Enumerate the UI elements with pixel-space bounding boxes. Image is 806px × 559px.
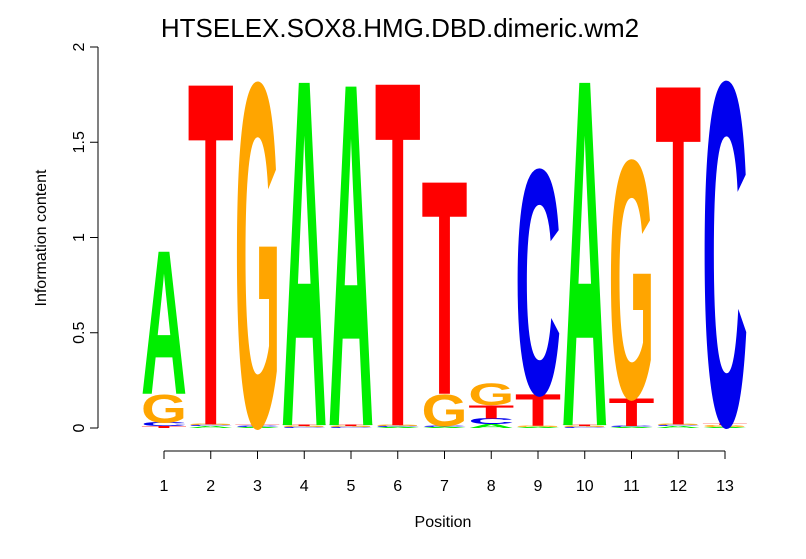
letter-A-pos-2: A bbox=[188, 426, 234, 429]
letter-A-pos-6: A bbox=[375, 427, 421, 428]
letter-C-pos-10: C bbox=[562, 427, 608, 428]
letter-G-pos-5: G bbox=[328, 426, 374, 427]
letter-T-pos-3: T bbox=[235, 425, 281, 426]
letter-T-pos-4: T bbox=[281, 425, 327, 426]
letter-C-pos-12: C bbox=[655, 425, 701, 426]
letter-T-pos-12: T bbox=[655, 0, 701, 529]
x-tick-label: 1 bbox=[160, 478, 169, 495]
letter-G-pos-2: G bbox=[188, 424, 234, 425]
x-tick-label: 7 bbox=[440, 478, 449, 495]
letter-C-pos-8: C bbox=[468, 417, 514, 426]
letter-C-pos-2: C bbox=[188, 425, 234, 426]
letter-C-pos-13: C bbox=[702, 0, 748, 529]
letter-G-pos-6: G bbox=[375, 425, 421, 426]
letter-C-pos-3: C bbox=[235, 426, 281, 427]
x-tick-label: 9 bbox=[534, 478, 543, 495]
letter-A-pos-1: A bbox=[141, 209, 187, 439]
letter-G-pos-12: G bbox=[655, 424, 701, 425]
letter-T-pos-11: T bbox=[609, 390, 655, 434]
x-tick-label: 6 bbox=[393, 478, 402, 495]
letter-A-pos-13: A bbox=[702, 427, 748, 428]
letter-C-pos-9: C bbox=[515, 102, 561, 463]
x-tick-label: 12 bbox=[669, 478, 687, 495]
x-axis-label: Position bbox=[415, 514, 472, 531]
letter-C-pos-4: C bbox=[281, 427, 327, 428]
letter-G-pos-13: G bbox=[702, 425, 748, 428]
letter-G-pos-10: G bbox=[562, 426, 608, 427]
letter-T-pos-2: T bbox=[188, 0, 234, 529]
letter-G-pos-1: G bbox=[141, 386, 187, 431]
y-axis: 0 0.5 1 1.5 2 bbox=[71, 42, 99, 432]
letter-A-pos-8: A bbox=[468, 423, 514, 429]
letter-T-pos-5: T bbox=[328, 425, 374, 426]
letter-T-pos-6: T bbox=[375, 0, 421, 530]
letter-C-pos-7: C bbox=[422, 426, 468, 427]
letter-T-pos-10: T bbox=[562, 425, 608, 426]
x-axis: 1 2 3 4 5 6 7 8 9 10 11 12 13 bbox=[160, 450, 734, 495]
letter-G-pos-3: G bbox=[235, 0, 281, 530]
letter-T-pos-1: T bbox=[141, 426, 187, 429]
letter-T-pos-7: T bbox=[422, 118, 468, 460]
letter-G-pos-7: G bbox=[422, 386, 468, 437]
letter-A-pos-9: A bbox=[515, 427, 561, 428]
letter-G-pos-11: G bbox=[609, 88, 655, 470]
y-tick-label: 0.5 bbox=[71, 322, 88, 344]
x-tick-label: 8 bbox=[487, 478, 496, 495]
y-tick-label: 0 bbox=[71, 423, 88, 432]
letter-G-pos-8: G bbox=[468, 377, 514, 412]
letter-C-pos-5: C bbox=[328, 427, 374, 428]
y-axis-label: Information content bbox=[33, 169, 50, 307]
letter-C-pos-11: C bbox=[609, 426, 655, 427]
x-tick-label: 13 bbox=[716, 478, 734, 495]
letter-A-pos-7: A bbox=[422, 427, 468, 428]
letter-T-pos-13: T bbox=[702, 424, 748, 425]
letter-C-pos-1: C bbox=[141, 421, 187, 427]
letter-C-pos-6: C bbox=[375, 426, 421, 427]
x-tick-label: 11 bbox=[623, 478, 640, 495]
letter-G-pos-9: G bbox=[515, 426, 561, 427]
y-tick-label: 1 bbox=[71, 233, 88, 242]
x-tick-label: 3 bbox=[253, 478, 262, 495]
letter-A-pos-5: A bbox=[328, 0, 374, 530]
letter-A-pos-11: A bbox=[609, 427, 655, 428]
letter-T-pos-9: T bbox=[515, 386, 561, 436]
letter-A-pos-4: A bbox=[281, 0, 327, 532]
x-tick-label: 10 bbox=[576, 478, 594, 495]
letter-A-pos-12: A bbox=[655, 426, 701, 429]
x-tick-label: 2 bbox=[206, 478, 215, 495]
x-tick-label: 4 bbox=[300, 478, 309, 495]
x-tick-label: 5 bbox=[347, 478, 356, 495]
chart-title: HTSELEX.SOX8.HMG.DBD.dimeric.wm2 bbox=[161, 13, 639, 43]
letter-T-pos-8: T bbox=[468, 402, 514, 423]
y-tick-label: 1.5 bbox=[71, 131, 88, 153]
y-tick-label: 2 bbox=[71, 42, 88, 51]
letter-A-pos-3: A bbox=[235, 427, 281, 428]
letter-A-pos-10: A bbox=[562, 0, 608, 532]
letter-G-pos-4: G bbox=[281, 426, 327, 427]
